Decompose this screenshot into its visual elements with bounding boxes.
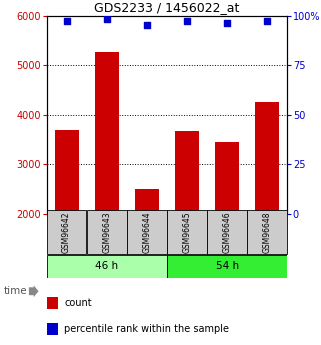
- Bar: [47, 323, 58, 335]
- FancyArrow shape: [29, 285, 39, 297]
- Point: [104, 17, 109, 22]
- Text: GSM96644: GSM96644: [142, 211, 152, 253]
- Bar: [135, 189, 159, 214]
- Point: [265, 19, 270, 24]
- Text: GSM96646: GSM96646: [222, 211, 232, 253]
- Text: GSM96642: GSM96642: [62, 211, 71, 253]
- Text: GSM96645: GSM96645: [182, 211, 192, 253]
- Text: time: time: [3, 286, 27, 296]
- FancyBboxPatch shape: [127, 210, 167, 254]
- Bar: [215, 142, 239, 214]
- FancyBboxPatch shape: [207, 210, 247, 254]
- Text: count: count: [64, 298, 92, 308]
- Bar: [255, 102, 279, 214]
- Bar: [55, 130, 79, 214]
- Title: GDS2233 / 1456022_at: GDS2233 / 1456022_at: [94, 1, 239, 14]
- Point: [64, 19, 69, 24]
- Text: 54 h: 54 h: [215, 262, 239, 271]
- Point: [144, 23, 149, 28]
- Bar: [175, 131, 199, 214]
- FancyBboxPatch shape: [167, 255, 287, 278]
- Text: GSM96648: GSM96648: [263, 211, 272, 253]
- Text: percentile rank within the sample: percentile rank within the sample: [64, 324, 229, 334]
- Point: [224, 21, 230, 26]
- Bar: [47, 297, 58, 309]
- FancyBboxPatch shape: [47, 255, 167, 278]
- Point: [184, 19, 189, 24]
- FancyBboxPatch shape: [247, 210, 287, 254]
- FancyBboxPatch shape: [87, 210, 126, 254]
- Bar: [95, 52, 119, 214]
- Text: GSM96643: GSM96643: [102, 211, 111, 253]
- Text: 46 h: 46 h: [95, 262, 118, 271]
- FancyBboxPatch shape: [47, 210, 86, 254]
- FancyBboxPatch shape: [167, 210, 207, 254]
